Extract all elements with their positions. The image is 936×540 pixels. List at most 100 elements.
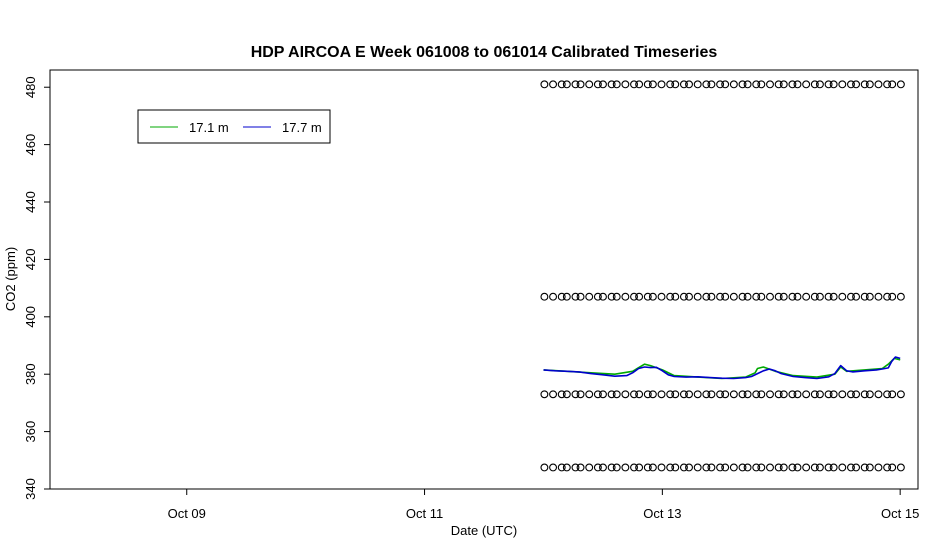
flag-marker-point bbox=[829, 463, 838, 472]
flag-marker-point bbox=[815, 292, 824, 301]
flag-marker-point bbox=[679, 463, 688, 472]
flag-marker-point bbox=[707, 463, 716, 472]
flag-marker-point bbox=[557, 292, 566, 301]
flag-marker-point bbox=[685, 292, 693, 301]
flag-marker-point bbox=[702, 390, 711, 399]
flag-marker-point bbox=[874, 463, 883, 472]
flag-marker-point bbox=[847, 80, 855, 89]
flag-marker-point bbox=[896, 390, 905, 399]
flag-marker-point bbox=[774, 80, 783, 89]
flag-marker-point bbox=[557, 80, 566, 89]
y-tick-label: 480 bbox=[23, 76, 38, 98]
flag-marker-point bbox=[838, 292, 847, 301]
flag-marker-point bbox=[549, 292, 558, 301]
flag-marker-point bbox=[648, 292, 657, 301]
flag-marker-point bbox=[612, 463, 621, 472]
flag-marker-point bbox=[562, 390, 571, 399]
x-tick-label: Oct 11 bbox=[406, 506, 443, 521]
flag-marker-point bbox=[607, 80, 616, 89]
flag-marker-point bbox=[599, 292, 607, 301]
flag-marker-point bbox=[716, 463, 725, 472]
flag-marker-point bbox=[743, 292, 752, 301]
y-tick-label: 420 bbox=[23, 249, 38, 271]
flag-marker-point bbox=[630, 390, 638, 399]
flag-marker-point bbox=[562, 463, 571, 472]
flag-marker-point bbox=[612, 80, 621, 89]
flag-marker-point bbox=[888, 292, 897, 301]
flag-marker-point bbox=[896, 292, 905, 301]
y-tick-label: 340 bbox=[23, 478, 38, 500]
flag-marker-point bbox=[883, 463, 892, 472]
flag-marker-point bbox=[766, 80, 774, 89]
flag-marker-point bbox=[865, 463, 874, 472]
flag-marker-point bbox=[721, 463, 730, 472]
flag-marker-point bbox=[630, 292, 638, 301]
flag-marker-point bbox=[721, 390, 730, 399]
flag-marker-point bbox=[599, 463, 607, 472]
y-axis-label: CO2 (ppm) bbox=[3, 247, 18, 311]
flag-marker-point bbox=[599, 390, 607, 399]
flag-marker-point bbox=[729, 292, 738, 301]
legend: 17.1 m 17.7 m bbox=[137, 109, 331, 144]
flag-marker-point bbox=[702, 463, 711, 472]
y-tick-label: 460 bbox=[23, 134, 38, 156]
flag-marker-point bbox=[738, 390, 747, 399]
flag-marker-point bbox=[571, 463, 580, 472]
flag-marker-point bbox=[643, 463, 652, 472]
flag-marker-point bbox=[766, 463, 774, 472]
flag-marker-point bbox=[815, 463, 824, 472]
flag-marker-point bbox=[896, 463, 905, 472]
flag-marker-point bbox=[666, 80, 675, 89]
flag-marker-point bbox=[810, 390, 819, 399]
flag-marker-point bbox=[774, 463, 783, 472]
flag-marker-point bbox=[788, 80, 797, 89]
plot-frame bbox=[49, 69, 919, 490]
legend-label-17-7: 17.7 m bbox=[282, 120, 322, 135]
y-tick-label: 440 bbox=[23, 191, 38, 213]
flag-marker-point bbox=[766, 390, 774, 399]
flag-marker-point bbox=[576, 463, 585, 472]
flag-marker-point bbox=[571, 292, 580, 301]
flag-marker-point bbox=[824, 463, 833, 472]
flag-marker-point bbox=[721, 292, 730, 301]
x-axis: Oct 09 Oct 11 Oct 13 Oct 15 bbox=[168, 489, 919, 521]
flag-marker-point bbox=[829, 80, 838, 89]
flag-marker-point bbox=[779, 463, 788, 472]
flag-marker-point bbox=[666, 390, 675, 399]
flag-marker-point bbox=[729, 80, 738, 89]
flag-marker-point bbox=[702, 80, 711, 89]
flag-marker-point bbox=[549, 463, 558, 472]
flag-marker-point bbox=[557, 463, 566, 472]
x-axis-label: Date (UTC) bbox=[451, 523, 517, 538]
flag-marker-point bbox=[679, 390, 688, 399]
flag-marker-point bbox=[738, 463, 747, 472]
flag-marker-point bbox=[540, 292, 549, 301]
x-tick-label: Oct 13 bbox=[643, 506, 681, 521]
flag-marker-point bbox=[630, 80, 638, 89]
flag-marker-point bbox=[635, 463, 644, 472]
flag-marker-point bbox=[679, 292, 688, 301]
flag-marker-point bbox=[607, 463, 616, 472]
flag-marker-point bbox=[757, 80, 766, 89]
y-axis: 340 360 380 400 420 440 460 480 bbox=[23, 76, 50, 500]
flag-marker-point bbox=[847, 292, 855, 301]
flag-marker-point bbox=[707, 80, 716, 89]
flag-marker-point bbox=[702, 292, 711, 301]
flag-marker-point bbox=[865, 80, 874, 89]
flag-marker-point bbox=[838, 390, 847, 399]
flag-marker-point bbox=[549, 390, 558, 399]
flag-marker-point bbox=[729, 463, 738, 472]
flag-marker-point bbox=[635, 390, 644, 399]
flag-marker-point bbox=[865, 390, 874, 399]
flag-marker-point bbox=[657, 80, 666, 89]
flag-marker-point bbox=[852, 390, 861, 399]
flag-marker-point bbox=[757, 390, 766, 399]
y-tick-label: 360 bbox=[23, 421, 38, 443]
flag-marker-point bbox=[793, 80, 802, 89]
flag-marker-point bbox=[774, 390, 783, 399]
flag-marker-point bbox=[752, 292, 761, 301]
flag-marker-point bbox=[865, 292, 874, 301]
flag-marker-point bbox=[557, 390, 566, 399]
flag-marker-point bbox=[630, 463, 638, 472]
flag-marker-point bbox=[666, 463, 675, 472]
